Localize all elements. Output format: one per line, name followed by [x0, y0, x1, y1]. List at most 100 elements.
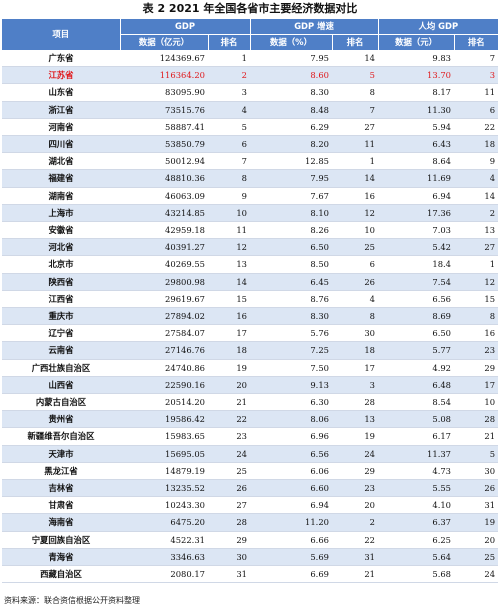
- table-row: 河南省 58887.41 5 6.29 27 5.94 22: [2, 118, 499, 137]
- per-capita-value-cell: 6.43: [378, 135, 455, 154]
- province-name-cell: 广东省: [2, 50, 120, 68]
- header-growth-value: 数据（%）: [250, 34, 333, 50]
- province-name-cell: 海南省: [2, 513, 120, 532]
- province-name-cell: 浙江省: [2, 101, 120, 119]
- table-row: 辽宁省 27584.07 17 5.76 30 6.50 16: [2, 324, 499, 343]
- gdp-rank-cell: 11: [208, 221, 250, 240]
- header-per-capita-rank: 排名: [454, 34, 499, 50]
- per-capita-rank-cell: 16: [454, 324, 499, 343]
- gdp-value-cell: 58887.41: [120, 118, 208, 137]
- gdp-rank-cell: 6: [208, 135, 250, 154]
- gdp-value-cell: 124369.67: [120, 50, 208, 68]
- province-name-cell: 福建省: [2, 169, 120, 188]
- per-capita-value-cell: 7.54: [378, 273, 455, 291]
- growth-value-cell: 7.95: [250, 50, 332, 68]
- growth-value-cell: 8.50: [250, 255, 332, 274]
- per-capita-rank-cell: 23: [454, 341, 499, 360]
- per-capita-rank-cell: 19: [454, 513, 499, 532]
- growth-value-cell: 8.06: [250, 410, 332, 429]
- growth-rank-cell: 12: [332, 204, 379, 223]
- province-name-cell: 广西壮族自治区: [2, 359, 120, 377]
- gdp-rank-cell: 2: [208, 66, 250, 85]
- header-growth-rank: 排名: [332, 34, 379, 50]
- table-row: 吉林省 13235.52 26 6.60 23 5.55 26: [2, 479, 499, 498]
- growth-value-cell: 8.76: [250, 290, 332, 309]
- growth-value-cell: 6.69: [250, 565, 332, 584]
- growth-value-cell: 8.10: [250, 204, 332, 223]
- growth-value-cell: 6.50: [250, 238, 332, 257]
- per-capita-value-cell: 5.77: [378, 341, 455, 360]
- gdp-value-cell: 42959.18: [120, 221, 208, 240]
- growth-value-cell: 6.45: [250, 273, 332, 291]
- table-row: 广东省 124369.67 1 7.95 14 9.83 7: [2, 50, 499, 68]
- gdp-value-cell: 20514.20: [120, 393, 208, 412]
- growth-rank-cell: 8: [332, 307, 379, 326]
- table-row: 甘肃省 10243.30 27 6.94 20 4.10 31: [2, 496, 499, 515]
- gdp-rank-cell: 27: [208, 496, 250, 515]
- table-row: 福建省 48810.36 8 7.95 14 11.69 4: [2, 169, 499, 188]
- province-name-cell: 湖北省: [2, 152, 120, 171]
- growth-rank-cell: 24: [332, 445, 379, 463]
- table-row: 山西省 22590.16 20 9.13 3 6.48 17: [2, 376, 499, 395]
- province-name-cell: 天津市: [2, 445, 120, 463]
- gdp-value-cell: 27894.02: [120, 307, 208, 326]
- per-capita-rank-cell: 13: [454, 221, 499, 240]
- growth-value-cell: 7.67: [250, 187, 332, 205]
- growth-value-cell: 7.25: [250, 341, 332, 360]
- gdp-value-cell: 14879.19: [120, 462, 208, 481]
- gdp-value-cell: 83095.90: [120, 83, 208, 102]
- per-capita-value-cell: 6.56: [378, 290, 455, 309]
- gdp-value-cell: 116364.20: [120, 66, 208, 85]
- growth-value-cell: 8.30: [250, 83, 332, 102]
- province-name-cell: 甘肃省: [2, 496, 120, 515]
- header-gdp-value: 数据（亿元）: [120, 34, 209, 50]
- gdp-rank-cell: 29: [208, 531, 250, 549]
- growth-value-cell: 8.60: [250, 66, 332, 85]
- growth-value-cell: 8.48: [250, 101, 332, 119]
- gdp-value-cell: 22590.16: [120, 376, 208, 395]
- per-capita-value-cell: 5.42: [378, 238, 455, 257]
- per-capita-rank-cell: 20: [454, 531, 499, 549]
- growth-rank-cell: 16: [332, 187, 379, 205]
- growth-value-cell: 5.76: [250, 324, 332, 343]
- table-row: 北京市 40269.55 13 8.50 6 18.4 1: [2, 255, 499, 274]
- per-capita-value-cell: 8.54: [378, 393, 455, 412]
- gdp-rank-cell: 3: [208, 83, 250, 102]
- table-row: 河北省 40391.27 12 6.50 25 5.42 27: [2, 238, 499, 257]
- table-row: 江西省 29619.67 15 8.76 4 6.56 15: [2, 290, 499, 309]
- growth-rank-cell: 8: [332, 83, 379, 102]
- growth-rank-cell: 6: [332, 255, 379, 274]
- per-capita-value-cell: 4.10: [378, 496, 455, 515]
- gdp-rank-cell: 16: [208, 307, 250, 326]
- header-gdp-rank: 排名: [208, 34, 251, 50]
- growth-value-cell: 6.60: [250, 479, 332, 498]
- per-capita-value-cell: 6.37: [378, 513, 455, 532]
- header-gdp-growth: GDP 增速: [250, 19, 379, 35]
- growth-rank-cell: 31: [332, 548, 379, 567]
- growth-value-cell: 11.20: [250, 513, 332, 532]
- per-capita-value-cell: 5.08: [378, 410, 455, 429]
- growth-rank-cell: 1: [332, 152, 379, 171]
- per-capita-rank-cell: 28: [454, 410, 499, 429]
- province-name-cell: 青海省: [2, 548, 120, 567]
- header-per-capita-gdp: 人均 GDP: [378, 19, 499, 35]
- per-capita-rank-cell: 14: [454, 187, 499, 205]
- per-capita-value-cell: 18.4: [378, 255, 455, 274]
- growth-value-cell: 6.30: [250, 393, 332, 412]
- growth-rank-cell: 25: [332, 238, 379, 257]
- gdp-rank-cell: 17: [208, 324, 250, 343]
- per-capita-value-cell: 8.17: [378, 83, 455, 102]
- growth-value-cell: 6.56: [250, 445, 332, 463]
- province-name-cell: 宁夏回族自治区: [2, 531, 120, 549]
- table-row: 天津市 15695.05 24 6.56 24 11.37 5: [2, 445, 499, 463]
- table-row: 宁夏回族自治区 4522.31 29 6.66 22 6.25 20: [2, 531, 499, 549]
- gdp-value-cell: 29800.98: [120, 273, 208, 291]
- gdp-rank-cell: 19: [208, 359, 250, 377]
- table-row: 广西壮族自治区 24740.86 19 7.50 17 4.92 29: [2, 359, 499, 377]
- per-capita-rank-cell: 26: [454, 479, 499, 498]
- growth-value-cell: 8.20: [250, 135, 332, 154]
- gdp-value-cell: 40269.55: [120, 255, 208, 274]
- growth-value-cell: 8.26: [250, 221, 332, 240]
- gdp-value-cell: 19586.42: [120, 410, 208, 429]
- header-per-capita-value: 数据（元）: [378, 34, 455, 50]
